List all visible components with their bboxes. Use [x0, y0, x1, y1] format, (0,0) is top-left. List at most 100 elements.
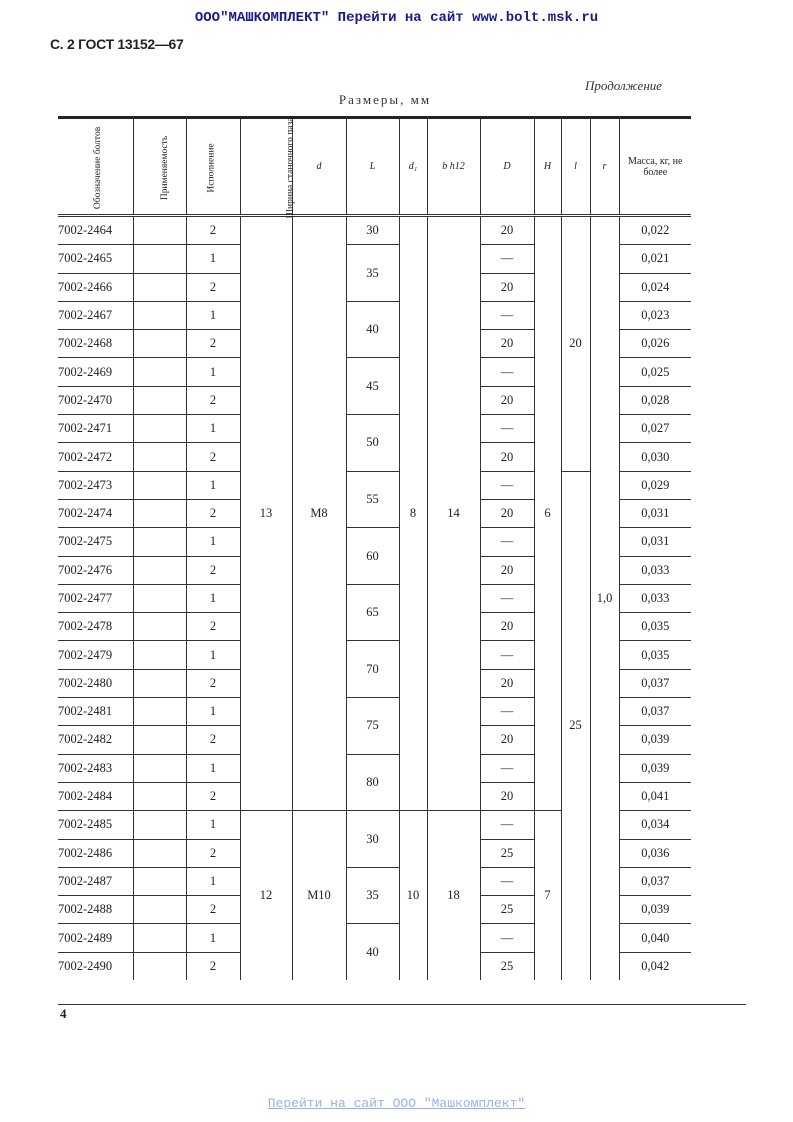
cell-version: 2 [185, 612, 240, 642]
cell-applicability [132, 952, 186, 981]
header-b: b h12 [426, 116, 480, 217]
table-row: 7002-2478 2 20 0,035 [58, 612, 691, 642]
cell-mass: 0,030 [618, 442, 691, 472]
cell-mass: 0,034 [618, 810, 691, 840]
cell-designation: 7002-2479 [58, 640, 133, 670]
cell-mass: 0,027 [618, 414, 691, 444]
header-label: d [316, 161, 322, 172]
cell-designation: 7002-2480 [58, 669, 133, 699]
table-row: 7002-2480 2 20 0,037 [58, 669, 691, 699]
cell-D: 20 [479, 782, 534, 812]
table-row: 7002-2475 1 60 — 0,031 [58, 527, 691, 585]
bolt-dimensions-table: Обозначение болтов Применяемость Исполнени… [58, 116, 691, 981]
cell-version: 1 [185, 867, 240, 897]
cell-L: 40 [345, 923, 399, 981]
cell-mass: 0,031 [618, 527, 691, 557]
cell-applicability [132, 810, 186, 840]
cell-mass: 0,039 [618, 895, 691, 925]
cell-D: — [479, 414, 534, 444]
cell-mass: 0,028 [618, 386, 691, 416]
cell-D: 25 [479, 895, 534, 925]
cell-H: 7 [533, 810, 561, 981]
cell-L: 55 [345, 471, 399, 529]
dimensions-caption: Размеры, мм [338, 92, 432, 107]
header-version: Исполнение [185, 116, 240, 217]
cell-D: — [479, 301, 534, 331]
cell-applicability [132, 556, 186, 585]
cell-designation: 7002-2488 [58, 895, 133, 925]
cell-designation: 7002-2473 [58, 471, 133, 500]
header-l: l [560, 116, 590, 217]
cell-designation: 7002-2468 [58, 329, 133, 359]
header-label: Применяемость [159, 135, 170, 200]
header-label: Масса, кг, не более [628, 155, 683, 178]
header-label: L [369, 161, 376, 172]
cell-applicability [132, 499, 186, 529]
cell-designation: 7002-2474 [58, 499, 133, 529]
cell-designation: 7002-2483 [58, 754, 133, 783]
cell-mass: 0,039 [618, 725, 691, 755]
cell-D: — [479, 584, 534, 614]
cell-version: 1 [185, 754, 240, 783]
cell-designation: 7002-2482 [58, 725, 133, 755]
cell-version: 2 [185, 669, 240, 699]
cell-version: 2 [185, 782, 240, 812]
cell-mass: 0,036 [618, 839, 691, 868]
cell-designation: 7002-2487 [58, 867, 133, 897]
cell-mass: 0,040 [618, 923, 691, 953]
table-body: 7002-2464 2 13 M8 30 8 14 20 6 20 1,0 0,022 7002-246… [58, 215, 691, 981]
cell-version: 1 [185, 244, 240, 274]
cell-applicability [132, 215, 186, 246]
cell-version: 1 [185, 923, 240, 953]
header-slot-width: Ширина станочного паза [239, 116, 295, 218]
table-row: 7002-2489 1 40 — 0,040 [58, 923, 691, 981]
cell-mass: 0,035 [618, 612, 691, 642]
cell-designation: 7002-2477 [58, 584, 133, 614]
cell-applicability [132, 527, 186, 557]
cell-r: 1,0 [589, 215, 619, 981]
table-row: 7002-2476 2 20 0,033 [58, 556, 691, 585]
cell-applicability [132, 923, 186, 953]
cell-applicability [132, 754, 186, 783]
footer-link[interactable]: Перейти на сайт ООО "Машкомплект" [267, 1096, 526, 1111]
cell-mass: 0,037 [618, 867, 691, 897]
cell-applicability [132, 612, 186, 642]
cell-L: 40 [345, 301, 399, 359]
cell-D: 20 [479, 215, 534, 246]
cell-l: 20 [560, 215, 590, 472]
header-d: d [291, 116, 346, 217]
cell-designation: 7002-2472 [58, 442, 133, 472]
cell-D: — [479, 754, 534, 783]
cell-designation: 7002-2478 [58, 612, 133, 642]
cell-D: 20 [479, 329, 534, 359]
table-row: 7002-2469 1 45 — 0,025 [58, 357, 691, 416]
cell-mass: 0,033 [618, 584, 691, 614]
table-row: 7002-2490 2 25 0,042 [58, 952, 691, 981]
header-r: r [589, 116, 619, 217]
table-row: 7002-2472 2 20 0,030 [58, 442, 691, 472]
cell-D: 20 [479, 556, 534, 585]
cell-mass: 0,021 [618, 244, 691, 274]
cell-designation: 7002-2466 [58, 273, 133, 302]
cell-designation: 7002-2475 [58, 527, 133, 557]
cell-version: 2 [185, 952, 240, 981]
standard-header: С. 2 ГОСТ 13152—67 [50, 36, 184, 52]
cell-D: — [479, 244, 534, 274]
header-label: H [543, 161, 552, 172]
cell-mass: 0,025 [618, 357, 691, 387]
cell-designation: 7002-2465 [58, 244, 133, 274]
cell-version: 2 [185, 215, 240, 246]
cell-version: 1 [185, 697, 240, 727]
cell-designation: 7002-2484 [58, 782, 133, 812]
cell-D: 20 [479, 612, 534, 642]
cell-applicability [132, 414, 186, 444]
cell-designation: 7002-2467 [58, 301, 133, 331]
cell-applicability [132, 697, 186, 727]
cell-mass: 0,026 [618, 329, 691, 359]
cell-version: 1 [185, 527, 240, 557]
cell-D: 20 [479, 442, 534, 472]
site-banner[interactable]: ООО"МАШКОМПЛЕКТ" Перейти на сайт www.bol… [194, 10, 599, 26]
cell-mass: 0,041 [618, 782, 691, 812]
cell-slot-width: 13 [239, 215, 292, 812]
